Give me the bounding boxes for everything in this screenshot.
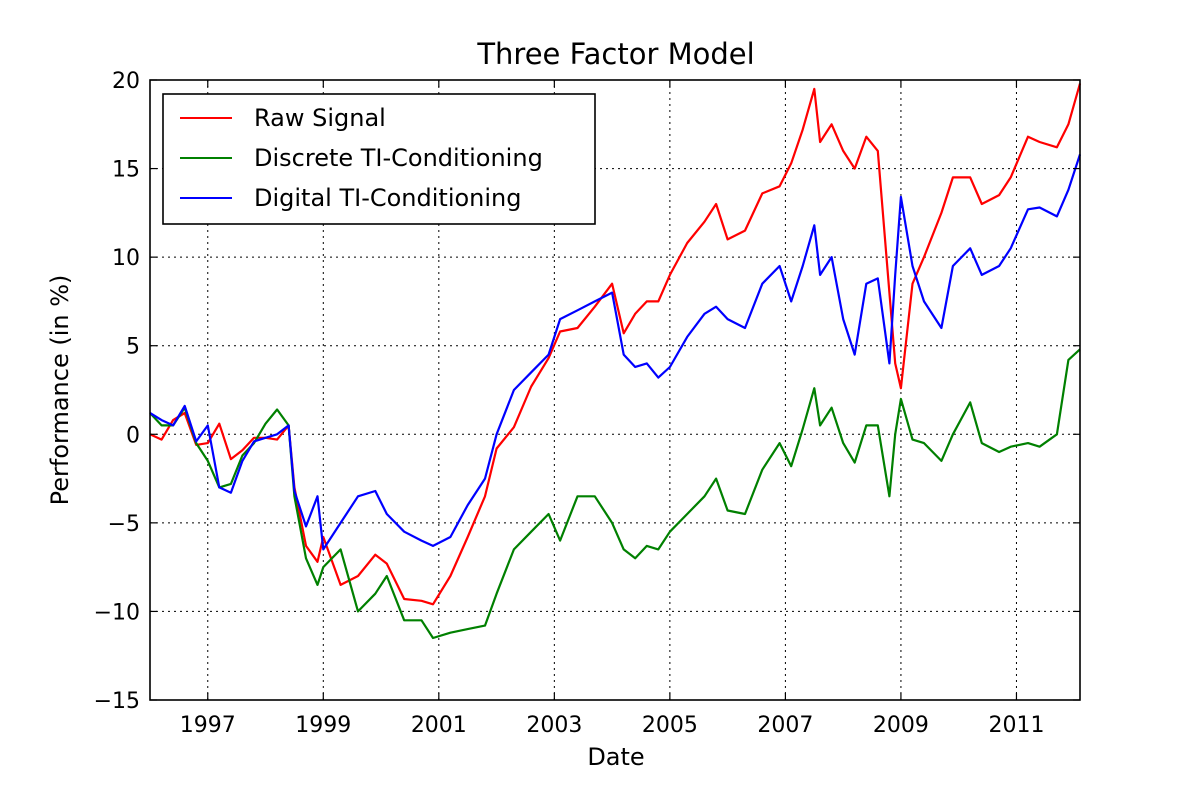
- x-tick-label-2001: 2001: [411, 713, 467, 738]
- y-tick-label-0: 0: [126, 423, 140, 448]
- x-axis-title: Date: [587, 743, 644, 771]
- axis-ticks: 1997 1999 2001 2003 2005 2007 2009 2011−15−10−5…: [94, 69, 1080, 738]
- legend-label-digital-ti-conditioning: Digital TI-Conditioning: [254, 184, 522, 212]
- legend-box: [162, 93, 596, 225]
- x-tick-label-1997: 1997: [180, 713, 236, 738]
- y-tick-label-15: 15: [112, 158, 140, 183]
- plot-frame: [149, 79, 1081, 701]
- series-line-discrete-ti-conditioning: [149, 348, 1081, 640]
- y-tick-label-20: 20: [112, 69, 140, 94]
- y-tick-label--5: −5: [108, 512, 140, 537]
- y-tick-label-10: 10: [112, 246, 140, 271]
- x-tick-label-2009: 2009: [873, 713, 929, 738]
- y-tick-label-5: 5: [126, 335, 140, 360]
- x-tick-label-2003: 2003: [526, 713, 582, 738]
- y-tick-label--15: −15: [94, 689, 140, 714]
- x-tick-label-2005: 2005: [642, 713, 698, 738]
- legend-label-discrete-ti-conditioning: Discrete TI-Conditioning: [254, 144, 543, 172]
- y-axis-title: Performance (in %): [46, 275, 74, 506]
- chart-title: Three Factor Model: [476, 37, 754, 71]
- series-line-digital-ti-conditioning: [149, 154, 1082, 551]
- series-lines: [149, 83, 1082, 640]
- legend-label-raw-signal: Raw Signal: [254, 104, 386, 132]
- y-tick-label--10: −10: [94, 600, 140, 625]
- x-tick-label-2007: 2007: [757, 713, 813, 738]
- x-tick-label-2011: 2011: [988, 713, 1044, 738]
- legend: Raw Signal Discrete TI-Conditioning Digi…: [162, 93, 596, 225]
- x-tick-label-1999: 1999: [295, 713, 351, 738]
